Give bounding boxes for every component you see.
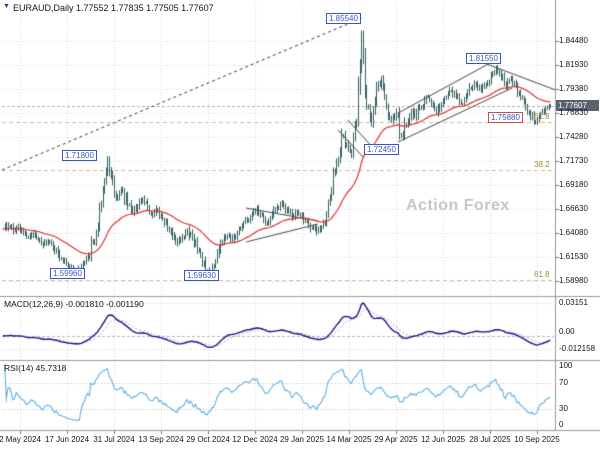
- price-annotation-label[interactable]: 1.71800: [62, 150, 97, 161]
- price-annotation-label[interactable]: 1.59630: [184, 270, 219, 281]
- date-axis-label: 28 Jul 2025: [469, 435, 511, 444]
- price-axis-label: 1.74280: [559, 131, 588, 141]
- date-axis-label: 29 Jan 2025: [279, 435, 325, 444]
- price-axis-label: 1.81930: [559, 60, 588, 70]
- macd-axis-label: -0.012158: [559, 344, 596, 353]
- current-price-badge: 1.77607: [556, 100, 599, 112]
- date-axis-label: 31 Jul 2024: [93, 435, 135, 444]
- price-axis-label: 1.69180: [559, 179, 588, 189]
- price-axis-label: 1.76830: [559, 107, 588, 117]
- symbol-info-line: EURAUD,Daily 1.77552 1.77835 1.77505 1.7…: [13, 3, 214, 13]
- fib-level-label[interactable]: 61.8: [534, 111, 550, 121]
- date-axis-label: 13 Sep 2024: [138, 435, 184, 444]
- macd-axis-label: 0.03151: [559, 298, 588, 307]
- price-axis-label: 1.71730: [559, 155, 588, 165]
- price-annotation-label[interactable]: 1.75880: [488, 112, 523, 123]
- price-annotation-label[interactable]: 1.72450: [364, 144, 399, 155]
- rsi-label: RSI(14) 45.7318: [4, 363, 67, 373]
- rsi-level-label: 100: [559, 361, 573, 370]
- price-axis-label: 1.64080: [559, 227, 588, 237]
- date-axis-label: 17 Jun 2024: [44, 435, 90, 444]
- date-axis-label: 10 Sep 2025: [514, 435, 560, 444]
- date-axis-label: 12 Jun 2025: [420, 435, 466, 444]
- price-axis-label: 1.79380: [559, 84, 588, 94]
- price-annotation-label[interactable]: 1.85540: [326, 13, 361, 24]
- rsi-level-label: 30: [559, 403, 568, 413]
- date-axis-label: 2 May 2024: [0, 435, 41, 444]
- symbol-marker-icon: ▼: [3, 3, 10, 10]
- macd-label: MACD(12,26,9) -0.001810 -0.001190: [4, 299, 144, 309]
- rsi-level-label: 70: [559, 378, 568, 388]
- price-axis-label: 1.58980: [559, 275, 588, 285]
- fib-level-label[interactable]: 61.8: [534, 270, 550, 280]
- fib-level-label[interactable]: 38.2: [534, 160, 550, 170]
- macd-axis-label: 0.00: [559, 327, 575, 336]
- watermark: Action Forex: [406, 197, 510, 214]
- date-axis-label: 14 Mar 2025: [326, 435, 372, 444]
- price-axis-label: 1.61530: [559, 251, 588, 261]
- price-annotation-label[interactable]: 1.59960: [50, 268, 85, 279]
- price-axis-label: 1.84480: [559, 36, 588, 46]
- price-axis-label: 1.66630: [559, 203, 588, 213]
- price-annotation-label[interactable]: 1.81550: [466, 53, 501, 64]
- date-axis-label: 29 Oct 2024: [186, 435, 230, 444]
- date-axis-label: 29 Apr 2025: [374, 435, 418, 444]
- date-axis-label: 12 Dec 2024: [232, 435, 278, 444]
- rsi-level-label: 0: [559, 420, 564, 429]
